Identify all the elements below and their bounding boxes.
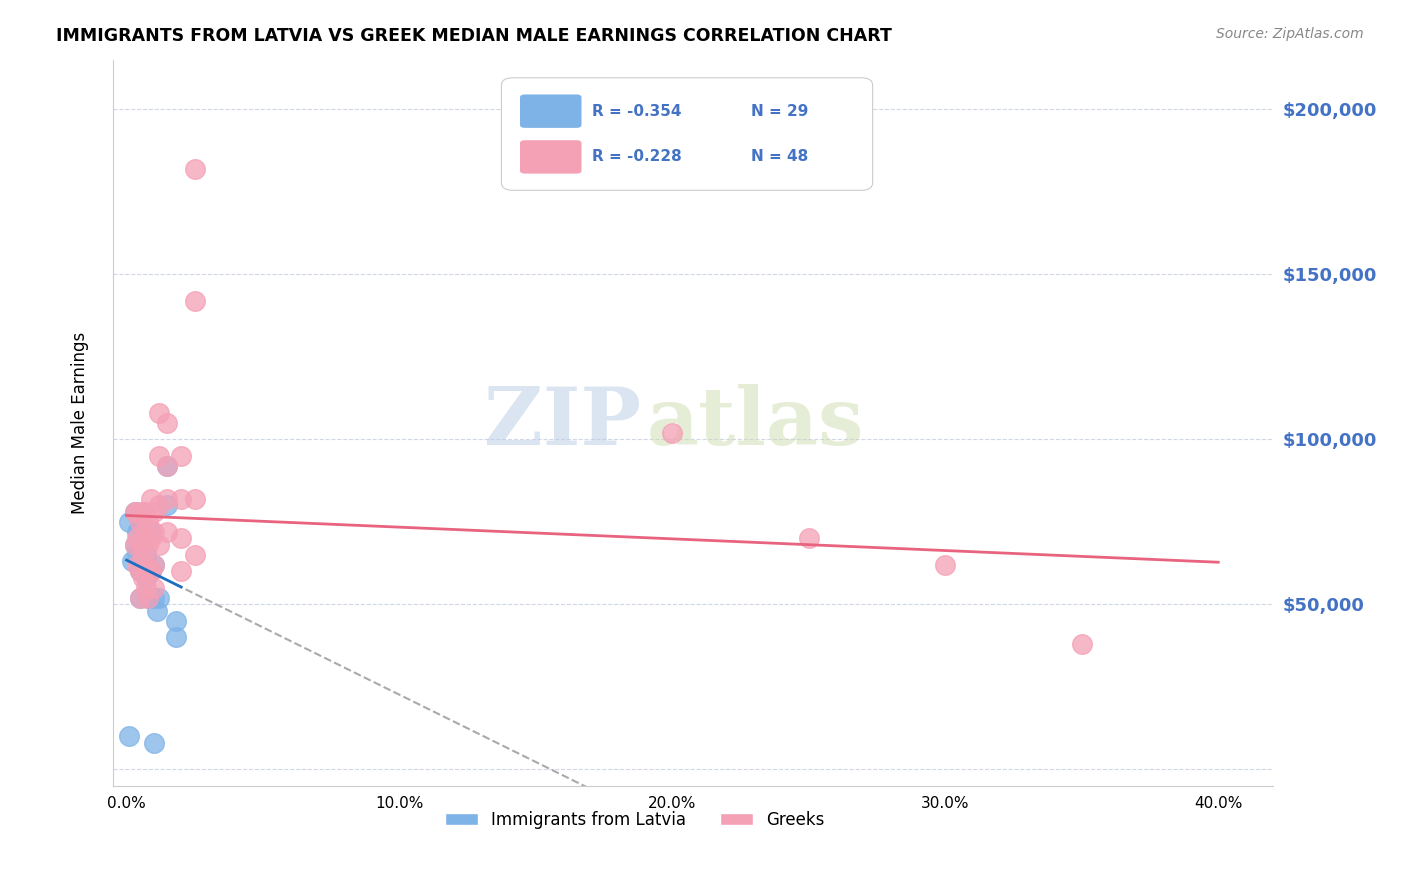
Point (135, 531, 157, 545)
Point (165, 614, 187, 628)
Text: R = -0.228: R = -0.228 (592, 149, 682, 164)
Point (184, 293, 207, 308)
Point (132, 548, 155, 562)
Point (129, 538, 152, 552)
Point (129, 515, 152, 529)
Point (1070, 637, 1092, 651)
Point (139, 524, 162, 539)
Point (156, 416, 179, 430)
Point (132, 524, 155, 539)
Text: R = -0.354: R = -0.354 (592, 103, 682, 119)
Point (139, 531, 162, 545)
Point (129, 515, 152, 529)
Point (148, 406, 170, 420)
Point (156, 498, 179, 512)
Point (135, 505, 157, 519)
Point (129, 591, 152, 605)
Point (135, 571, 157, 585)
Point (184, 491, 207, 506)
Point (127, 558, 149, 572)
Point (142, 558, 165, 572)
Text: IMMIGRANTS FROM LATVIA VS GREEK MEDIAN MALE EARNINGS CORRELATION CHART: IMMIGRANTS FROM LATVIA VS GREEK MEDIAN M… (56, 27, 893, 45)
Point (124, 538, 146, 552)
FancyBboxPatch shape (520, 95, 582, 128)
Text: atlas: atlas (647, 384, 863, 462)
Point (148, 538, 170, 552)
Point (129, 564, 152, 578)
Point (138, 591, 160, 605)
Point (797, 531, 820, 545)
Point (138, 515, 160, 529)
Point (127, 531, 149, 545)
Text: N = 29: N = 29 (751, 103, 808, 119)
Point (132, 548, 155, 562)
Point (139, 491, 162, 506)
Point (135, 548, 157, 562)
Point (139, 564, 162, 578)
Text: Source: ZipAtlas.com: Source: ZipAtlas.com (1216, 27, 1364, 41)
Y-axis label: Median Male Earnings: Median Male Earnings (72, 332, 89, 514)
Point (661, 425, 683, 440)
Point (118, 729, 141, 743)
Point (124, 505, 146, 519)
Point (127, 505, 149, 519)
Point (135, 558, 157, 572)
Text: N = 48: N = 48 (751, 149, 808, 164)
Point (184, 548, 207, 562)
Text: ZIP: ZIP (484, 384, 641, 462)
Point (129, 564, 152, 578)
Point (165, 630, 187, 644)
Point (124, 538, 146, 552)
Point (156, 524, 179, 539)
Point (127, 524, 149, 539)
FancyBboxPatch shape (520, 140, 582, 174)
Point (142, 505, 165, 519)
Point (135, 581, 157, 595)
Point (156, 491, 179, 506)
Point (170, 564, 193, 578)
Point (142, 581, 165, 595)
FancyBboxPatch shape (502, 78, 873, 190)
Point (138, 564, 160, 578)
Point (148, 498, 170, 512)
Point (170, 449, 193, 463)
Point (132, 505, 155, 519)
Point (138, 564, 160, 578)
Point (142, 524, 165, 539)
Point (145, 604, 167, 618)
Point (142, 736, 165, 750)
Point (156, 458, 179, 473)
Point (118, 515, 141, 529)
Point (129, 591, 152, 605)
Point (127, 548, 149, 562)
Point (142, 558, 165, 572)
Point (184, 161, 207, 176)
Point (132, 505, 155, 519)
Point (170, 491, 193, 506)
Legend: Immigrants from Latvia, Greeks: Immigrants from Latvia, Greeks (439, 805, 831, 836)
Point (129, 538, 152, 552)
Point (132, 524, 155, 539)
Point (148, 449, 170, 463)
Point (138, 538, 160, 552)
Point (139, 564, 162, 578)
Point (934, 558, 956, 572)
Point (132, 571, 155, 585)
Point (170, 531, 193, 545)
Point (124, 505, 146, 519)
Point (148, 591, 170, 605)
Point (138, 591, 160, 605)
Point (121, 554, 143, 568)
Point (156, 458, 179, 473)
Point (142, 591, 165, 605)
